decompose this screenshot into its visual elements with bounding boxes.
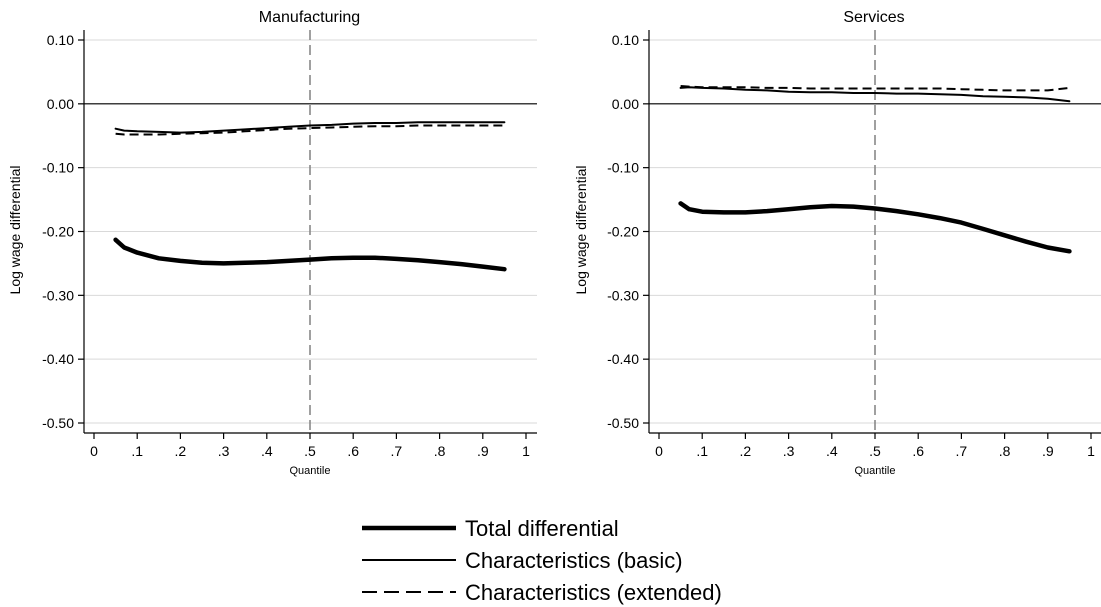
y-tick-label: 0.00 (47, 96, 74, 112)
y-tick-label: -0.10 (42, 160, 74, 176)
x-axis-label: Quantile (290, 465, 331, 477)
series-line-characteristics-basic (114, 121, 506, 134)
legend-label-characteristics-extended: Characteristics (extended) (465, 580, 722, 605)
y-tick-label: -0.20 (607, 224, 639, 240)
series-line-characteristics-extended (115, 124, 505, 136)
x-tick-label: .6 (347, 443, 359, 459)
x-tick-label: .3 (783, 443, 795, 459)
x-tick-label: .4 (826, 443, 838, 459)
chart-panel-services: -0.50 -0.40 -0.30 -0.20 -0.10 0.00 0.10 0 .1 .2 .3… (573, 9, 1101, 477)
x-tick-label: .2 (175, 443, 187, 459)
x-axis-label: Quantile (855, 465, 896, 477)
x-tick-label: .8 (999, 443, 1011, 459)
series-line-characteristics-extended (680, 85, 1070, 92)
x-tick-label: .4 (261, 443, 273, 459)
y-axis-label: Log wage differential (573, 166, 589, 295)
y-tick-label: 0.10 (47, 32, 74, 48)
x-tick-label: .9 (477, 443, 489, 459)
legend-label-total-differential: Total differential (465, 516, 619, 541)
y-axis-label: Log wage differential (7, 166, 23, 295)
y-tick-label: -0.30 (42, 287, 74, 303)
y-tick-label: 0.00 (612, 96, 639, 112)
y-tick-label: 0.10 (612, 32, 639, 48)
y-tick-label: -0.20 (42, 224, 74, 240)
x-tick-label: .1 (696, 443, 708, 459)
x-tick-label: .5 (869, 443, 881, 459)
chart-panel-manufacturing: -0.50 -0.40 -0.30 -0.20 -0.10 0.00 0.10 0 .1 .2 .3… (7, 9, 537, 477)
x-tick-label: 0 (655, 443, 663, 459)
chart-title: Services (843, 9, 904, 26)
series-line-total-differential (678, 201, 1072, 254)
y-tick-label: -0.10 (607, 160, 639, 176)
x-tick-label: 1 (522, 443, 530, 459)
x-tick-label: .7 (391, 443, 403, 459)
x-tick-label: .5 (304, 443, 316, 459)
x-tick-label: .6 (912, 443, 924, 459)
y-tick-label: -0.30 (607, 287, 639, 303)
x-tick-label: .3 (218, 443, 230, 459)
y-tick-label: -0.50 (607, 415, 639, 431)
x-tick-label: .7 (956, 443, 968, 459)
x-tick-label: .2 (740, 443, 752, 459)
y-tick-label: -0.40 (42, 351, 74, 367)
legend-label-characteristics-basic: Characteristics (basic) (465, 548, 683, 573)
y-tick-label: -0.40 (607, 351, 639, 367)
x-tick-label: .8 (434, 443, 446, 459)
x-tick-label: 0 (90, 443, 98, 459)
x-tick-label: .9 (1042, 443, 1054, 459)
x-tick-label: .1 (131, 443, 143, 459)
chart-title: Manufacturing (259, 9, 360, 26)
legend: Total differential Characteristics (basic… (362, 516, 722, 605)
series-line-total-differential (113, 237, 507, 272)
y-tick-label: -0.50 (42, 415, 74, 431)
x-tick-label: 1 (1087, 443, 1095, 459)
series-line-characteristics-basic (679, 86, 1071, 103)
